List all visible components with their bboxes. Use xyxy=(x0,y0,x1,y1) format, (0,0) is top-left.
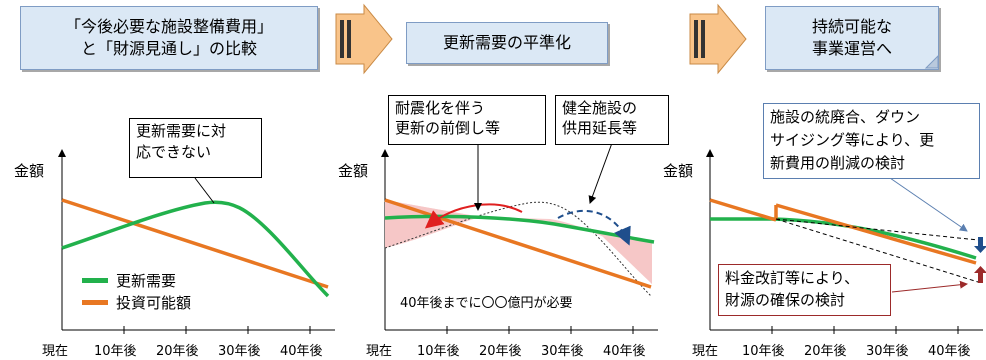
panel3-xtick: 30年後 xyxy=(866,344,909,359)
panel3-ylabel: 金額 xyxy=(663,162,694,180)
panel3-callout-revenue: 料金改訂等により、 財源の確保の検討 xyxy=(718,264,891,316)
panel3-callout-reduce-line2: サイジング等により、更 xyxy=(770,131,935,149)
step3-header-line1: 持続可能な xyxy=(811,17,892,36)
legend-renewal-label: 更新需要 xyxy=(116,272,177,290)
panel3-axes xyxy=(706,149,983,334)
panel2-callout-extend-line1: 健全施設の xyxy=(562,99,638,117)
panel3-investable-line-b xyxy=(775,203,977,265)
panel1-callout-pointer xyxy=(194,177,215,204)
panel2-ylabel: 金額 xyxy=(338,162,369,180)
panel2-callout-extend: 健全施設の 供用延長等 xyxy=(555,95,669,145)
step1-header: 「今後必要な施設整備費用」 と「財源見通し」の比較 xyxy=(20,6,318,70)
panel3-down-arrow-icon xyxy=(974,237,986,253)
panel1-callout-line2: 応できない xyxy=(136,143,212,161)
step1-header-line2: と「財源見通し」の比較 xyxy=(80,39,257,58)
step3-header: 持続可能な 事業運営へ xyxy=(765,6,939,70)
legend-investable-amount: 投資可能額 xyxy=(82,292,191,313)
panel2-defer-arrow xyxy=(557,209,631,246)
panel2-xtick: 現在 xyxy=(366,344,393,359)
panel2-callout3-pointer xyxy=(588,142,613,204)
panel1-axes xyxy=(58,149,335,334)
panel2-callout-advance: 耐震化を伴う 更新の前倒し等 xyxy=(388,95,546,145)
step1-header-line1: 「今後必要な施設整備費用」 xyxy=(64,17,273,36)
step2-header: 更新需要の平準化 xyxy=(406,22,608,64)
panel2-xtick: 40年後 xyxy=(603,344,646,359)
panel2-funding-gap-fill-2 xyxy=(603,237,652,284)
panel3-xtick: 現在 xyxy=(692,344,719,359)
flow-arrow-1 xyxy=(335,3,393,75)
panel3-renewal-line-2 xyxy=(772,217,977,260)
panel3-red-pointer xyxy=(891,280,968,293)
panel2-xtick: 10年後 xyxy=(417,344,460,359)
panel2-xtick: 20年後 xyxy=(479,344,522,359)
panel2-xtick: 30年後 xyxy=(541,344,584,359)
panel2-original-demand-curve xyxy=(384,201,652,297)
panel2-callout-advance-line1: 耐震化を伴う xyxy=(395,99,486,117)
panel2-callout-extend-line2: 供用延長等 xyxy=(562,119,638,137)
panel3-xtick: 10年後 xyxy=(742,344,785,359)
panel1-callout: 更新需要に対 応できない xyxy=(129,118,262,178)
panel1-xtick: 現在 xyxy=(42,344,69,359)
panel2-callout-advance-line2: 更新の前倒し等 xyxy=(395,119,501,137)
step2-header-text: 更新需要の平準化 xyxy=(442,33,571,52)
panel1-renewal-curve xyxy=(61,200,330,298)
panel1-xtick: 40年後 xyxy=(280,344,323,359)
legend-investable-label: 投資可能額 xyxy=(116,294,192,312)
legend-renewal-demand: 更新需要 xyxy=(82,270,176,291)
panel3-guide-dash-1 xyxy=(775,218,979,241)
panel3-callout-revenue-line1: 料金改訂等により、 xyxy=(725,269,860,287)
panel1-xtick: 30年後 xyxy=(218,344,261,359)
panel3-xtick: 20年後 xyxy=(804,344,847,359)
panel3-guide-dash-2 xyxy=(775,218,979,283)
legend-investable-swatch xyxy=(82,300,108,305)
panel1-callout-line1: 更新需要に対 xyxy=(136,122,227,140)
panel1-investable-line xyxy=(61,198,329,289)
panel3-up-arrow-icon xyxy=(974,266,986,283)
panel3-investable-line-a xyxy=(709,198,777,222)
panel3-xtick: 40年後 xyxy=(928,344,971,359)
panel3-blue-pointer xyxy=(889,177,968,232)
panel1-xtick: 10年後 xyxy=(94,344,137,359)
legend-renewal-swatch xyxy=(82,278,108,283)
step3-folded-corner xyxy=(924,54,939,69)
panel3-callout-reduce: 施設の統廃合、ダウン サイジング等により、更 新費用の削減の検討 xyxy=(763,103,980,179)
step3-header-line2: 事業運営へ xyxy=(811,39,892,58)
panel1-ylabel: 金額 xyxy=(14,162,45,180)
flow-arrow-2 xyxy=(689,3,747,75)
panel1-xtick: 20年後 xyxy=(156,344,199,359)
panel3-callout-revenue-line2: 財源の確保の検討 xyxy=(725,291,846,309)
panel3-callout-reduce-line1: 施設の統廃合、ダウン xyxy=(770,108,921,126)
panel3-callout-reduce-line3: 新費用の削減の検討 xyxy=(770,154,906,172)
panel2-required-note: 40年後までに〇〇億円が必要 xyxy=(400,296,573,311)
